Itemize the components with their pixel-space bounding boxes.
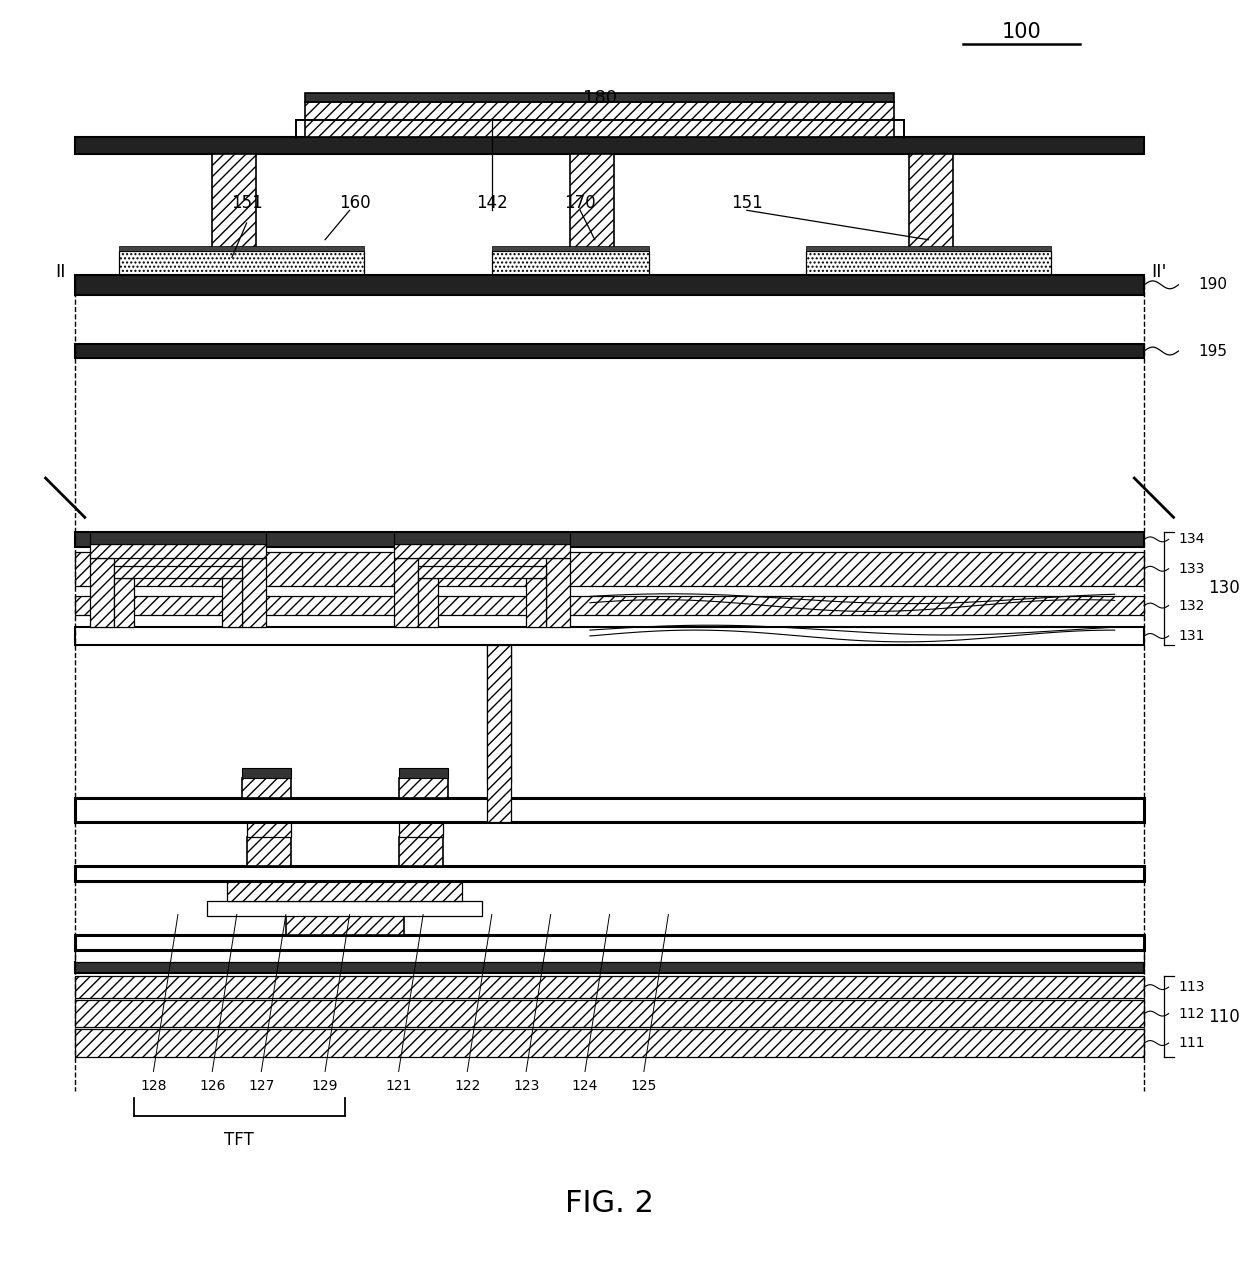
Bar — [247, 837, 290, 866]
Text: 151: 151 — [730, 194, 763, 212]
Text: 111: 111 — [1178, 1036, 1205, 1050]
Text: 112: 112 — [1178, 1007, 1205, 1021]
Text: 127: 127 — [248, 1080, 274, 1093]
Bar — [212, 155, 257, 248]
Text: II: II — [55, 263, 66, 281]
Bar — [89, 544, 267, 559]
Text: 128: 128 — [140, 1080, 166, 1093]
Text: 132: 132 — [1178, 598, 1205, 612]
Bar — [806, 245, 1052, 250]
Bar — [398, 768, 448, 779]
Bar — [242, 559, 267, 627]
Bar — [492, 245, 649, 250]
Bar — [398, 837, 443, 866]
Bar — [74, 961, 1145, 973]
Text: 134: 134 — [1178, 532, 1205, 546]
Bar — [74, 137, 1145, 155]
Text: II': II' — [1151, 263, 1167, 281]
Text: 123: 123 — [513, 1080, 539, 1093]
Bar — [546, 559, 570, 627]
Text: 125: 125 — [631, 1080, 657, 1093]
Bar — [492, 250, 649, 276]
Text: 129: 129 — [311, 1080, 339, 1093]
Bar — [526, 578, 546, 627]
Text: 142: 142 — [476, 194, 507, 212]
Bar — [806, 250, 1052, 276]
Text: TFT: TFT — [224, 1132, 254, 1149]
Text: 190: 190 — [1198, 277, 1228, 292]
Bar — [74, 1029, 1145, 1057]
Bar — [394, 532, 570, 544]
Text: 126: 126 — [200, 1080, 226, 1093]
Bar — [247, 823, 290, 837]
Bar — [74, 344, 1145, 358]
Bar — [74, 551, 1145, 585]
Bar — [74, 627, 1145, 645]
Bar — [207, 900, 482, 916]
Bar — [305, 103, 894, 137]
Text: 100: 100 — [1002, 22, 1042, 42]
Bar — [418, 566, 546, 578]
Bar — [398, 823, 443, 837]
Bar — [74, 596, 1145, 616]
Text: FIG. 2: FIG. 2 — [565, 1190, 653, 1218]
Text: 160: 160 — [339, 194, 371, 212]
Bar — [114, 566, 242, 578]
Bar — [89, 532, 267, 544]
Text: 131: 131 — [1178, 629, 1205, 643]
Bar — [487, 645, 511, 823]
Bar — [74, 950, 1145, 961]
Bar — [74, 866, 1145, 881]
Bar — [74, 977, 1145, 998]
Text: 130: 130 — [1208, 579, 1240, 597]
Bar — [242, 779, 290, 798]
Text: 124: 124 — [572, 1080, 598, 1093]
Bar — [74, 935, 1145, 950]
Bar — [74, 999, 1145, 1027]
Bar — [487, 645, 511, 782]
Bar — [119, 245, 365, 250]
Text: 110: 110 — [1208, 1007, 1240, 1026]
Bar — [418, 578, 438, 627]
Text: 113: 113 — [1178, 980, 1205, 994]
Bar — [394, 544, 570, 559]
Bar — [89, 559, 114, 627]
Text: 180: 180 — [583, 89, 616, 108]
Text: 170: 170 — [564, 194, 596, 212]
Bar — [570, 155, 615, 248]
Bar — [398, 779, 448, 798]
Bar — [74, 532, 1145, 546]
Text: 122: 122 — [454, 1080, 480, 1093]
Bar — [222, 578, 242, 627]
Text: 195: 195 — [1198, 344, 1228, 358]
Bar — [242, 768, 290, 779]
Bar — [119, 250, 365, 276]
Bar — [305, 93, 894, 103]
Bar — [909, 155, 952, 248]
Bar — [74, 276, 1145, 295]
Text: 151: 151 — [231, 194, 263, 212]
Bar — [74, 798, 1145, 823]
Text: 133: 133 — [1178, 561, 1205, 575]
Bar — [286, 916, 403, 935]
Bar — [227, 881, 463, 900]
Bar — [394, 559, 418, 627]
Text: 121: 121 — [386, 1080, 412, 1093]
Bar — [114, 578, 134, 627]
